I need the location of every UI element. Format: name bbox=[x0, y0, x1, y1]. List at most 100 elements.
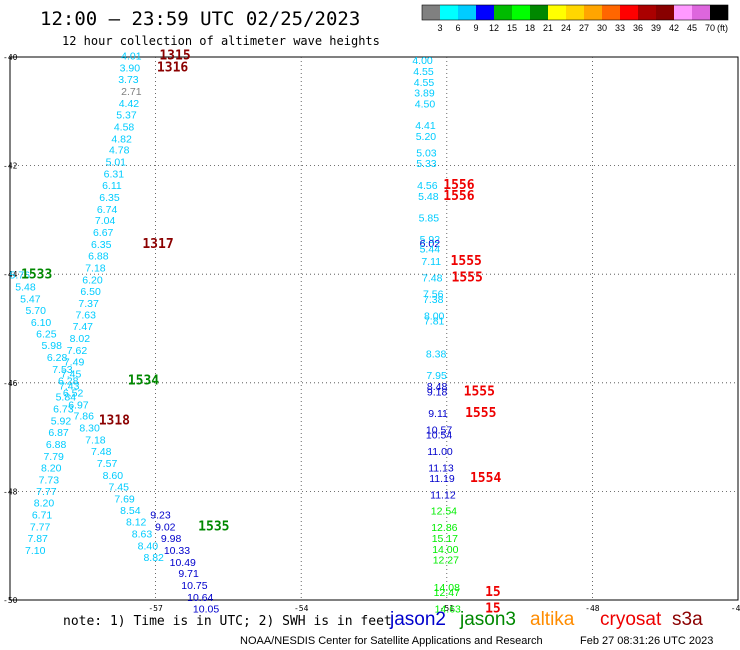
wave-height-label: 8.20 bbox=[41, 462, 62, 474]
wave-height-label: 7.48 bbox=[422, 272, 443, 284]
wave-height-label: 7.81 bbox=[424, 316, 445, 328]
y-tick-label: -42 bbox=[3, 162, 18, 171]
colorbar-swatch bbox=[422, 5, 440, 20]
colorbar-swatch bbox=[638, 5, 656, 20]
wave-height-label: 6.35 bbox=[91, 239, 112, 251]
wave-height-label: 7.45 bbox=[61, 368, 82, 380]
wave-height-label: 5.20 bbox=[416, 131, 437, 143]
wave-height-label: 14.00 bbox=[432, 544, 458, 556]
colorbar-label: 36 bbox=[633, 23, 643, 33]
colorbar-swatch bbox=[458, 5, 476, 20]
y-tick-label: -44 bbox=[3, 270, 18, 279]
x-tick-label: -57 bbox=[148, 604, 163, 613]
wave-height-label: 7.63 bbox=[75, 310, 96, 322]
satellite-label-jason3: jason3 bbox=[459, 609, 516, 630]
wave-height-label: 10.54 bbox=[426, 430, 452, 442]
wave-height-label: 7.77 bbox=[30, 521, 51, 533]
wave-height-label: 14.08 bbox=[434, 582, 460, 594]
wave-height-label: 15.17 bbox=[432, 533, 458, 545]
colorbar-border bbox=[421, 4, 729, 21]
wave-height-label: 5.84 bbox=[56, 392, 77, 404]
wave-height-label: 5.48 bbox=[15, 281, 36, 293]
x-tick-label: -45 bbox=[731, 604, 740, 613]
colorbar-label: 33 bbox=[615, 23, 625, 33]
wave-height-label: 7.79 bbox=[43, 451, 64, 463]
wave-height-label: 2.71 bbox=[121, 86, 142, 98]
colorbar-swatch bbox=[476, 5, 494, 20]
pass-number-label: 15 bbox=[485, 585, 501, 600]
colorbar-label: 27 bbox=[579, 23, 589, 33]
wave-height-label: 5.76 bbox=[9, 270, 30, 282]
wave-height-label: 8.12 bbox=[126, 517, 147, 529]
satellite-legend: jason2 jason3 altika cryosat s3a bbox=[389, 609, 703, 630]
wave-height-label: 4.55 bbox=[414, 77, 435, 89]
wave-height-label: 5.98 bbox=[42, 340, 63, 352]
colorbar-swatch bbox=[566, 5, 584, 20]
wave-height-label: 10.75 bbox=[181, 580, 207, 592]
wave-height-label: 7.87 bbox=[27, 533, 48, 545]
wave-height-label: 7.45 bbox=[108, 481, 129, 493]
axis-ticks: -57 -54 -51 -48 -45 -40 -42 -44 -46 -48 -50 bbox=[3, 53, 740, 613]
colorbar-label: 70 bbox=[705, 23, 715, 33]
wave-height-label: 7.37 bbox=[78, 298, 99, 310]
wave-height-label: 6.10 bbox=[31, 317, 52, 329]
wave-height-label: 6.67 bbox=[93, 227, 114, 239]
wave-height-label: 8.38 bbox=[426, 348, 447, 360]
satellite-label-s3a: s3a bbox=[672, 609, 703, 630]
pass-number-label: 1555 bbox=[451, 254, 482, 269]
wave-height-label: 7.95 bbox=[426, 370, 447, 382]
wave-height-label: 7.56 bbox=[423, 289, 444, 301]
wave-height-label: 7.73 bbox=[39, 474, 60, 486]
wave-height-label: 5.47 bbox=[20, 293, 41, 305]
wave-height-label: 4.42 bbox=[119, 98, 140, 110]
wave-height-label: 9.23 bbox=[150, 510, 171, 522]
wave-height-label: 4.00 bbox=[412, 55, 433, 67]
wave-height-label: 4.55 bbox=[413, 66, 434, 78]
x-tick-label: -51 bbox=[440, 604, 455, 613]
pass-number-label: 1533 bbox=[21, 268, 52, 283]
colorbar-label: 15 bbox=[507, 23, 517, 33]
wave-height-label: 6.35 bbox=[99, 192, 120, 204]
wave-height-label: 11.12 bbox=[430, 489, 456, 501]
wave-height-label: 4.56 bbox=[417, 180, 438, 192]
wave-height-label: 7.47 bbox=[73, 321, 94, 333]
wave-height-label: 3.90 bbox=[120, 63, 141, 75]
colorbar-swatch bbox=[530, 5, 548, 20]
satellite-label-cryosat: cryosat bbox=[600, 609, 662, 630]
wave-height-label: 6.28 bbox=[58, 375, 79, 387]
wave-height-label: 11.13 bbox=[428, 462, 454, 474]
colorbar-legend: 3 6 9 12 15 18 21 24 27 30 33 36 39 42 45 70 (ft) bbox=[421, 4, 729, 33]
pass-number-label: 1555 bbox=[465, 406, 496, 421]
colorbar-label: 3 bbox=[437, 23, 442, 33]
colorbar-label: 42 bbox=[669, 23, 679, 33]
wave-height-label: 6.20 bbox=[82, 274, 103, 286]
colorbar-label: 45 bbox=[687, 23, 697, 33]
colorbar-swatch bbox=[692, 5, 710, 20]
colorbar-swatch bbox=[512, 5, 530, 20]
pass-number-label: 1555 bbox=[464, 384, 495, 399]
colorbar-swatch bbox=[602, 5, 620, 20]
colorbar-label: 6 bbox=[455, 23, 460, 33]
pass-number-label: 1318 bbox=[99, 414, 130, 429]
pass-number-label: 1316 bbox=[157, 61, 188, 76]
wave-height-label: 6.11 bbox=[102, 180, 122, 192]
wave-height-label: 9.71 bbox=[178, 568, 199, 580]
wave-height-label: 7.57 bbox=[97, 458, 118, 470]
wave-height-label: 5.92 bbox=[51, 416, 72, 428]
wave-height-label: 7.04 bbox=[95, 215, 116, 227]
footer-note: note: 1) Time is in UTC; 2) SWH is in fe… bbox=[63, 614, 392, 629]
pass-number-label: 15 bbox=[485, 601, 501, 616]
wave-height-label: 5.37 bbox=[116, 109, 137, 121]
footer-timestamp: Feb 27 08:31:26 UTC 2023 bbox=[580, 635, 713, 647]
wave-height-label: 4.01 bbox=[121, 51, 142, 63]
wave-height-label: 9.11 bbox=[428, 408, 448, 420]
wave-height-points: 4.013.903.732.714.425.374.584.824.785.01… bbox=[9, 51, 461, 616]
wave-height-label: 14.63 bbox=[435, 603, 461, 615]
wave-height-label: 10.64 bbox=[187, 592, 213, 604]
chart-title: 12:00 – 23:59 UTC 02/25/2023 bbox=[40, 8, 360, 30]
x-tick-label: -54 bbox=[294, 604, 309, 613]
wave-height-label: 7.11 bbox=[421, 256, 441, 268]
wave-height-label: 3.73 bbox=[118, 74, 139, 86]
